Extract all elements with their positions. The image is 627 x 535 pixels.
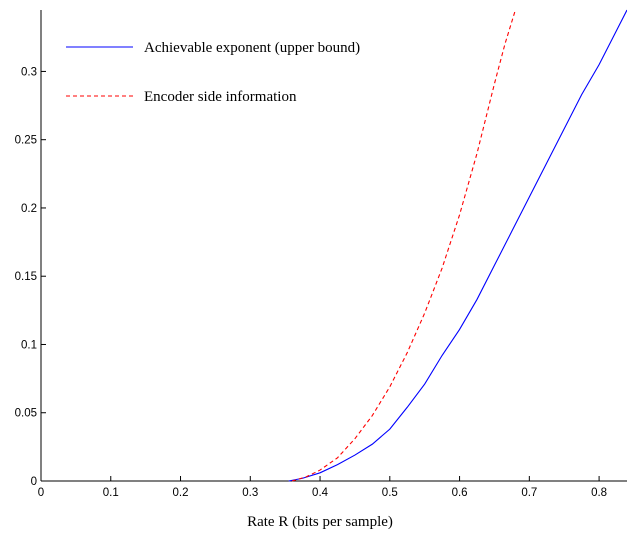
- legend: Achievable exponent (upper bound) Encoder…: [66, 40, 360, 105]
- legend-label: Encoder side information: [144, 89, 297, 105]
- x-tick-label: 0.7: [521, 487, 537, 499]
- x-tick-label: 0.3: [242, 487, 258, 499]
- x-tick-label: 0.2: [173, 487, 189, 499]
- y-tick-label: 0.3: [21, 66, 37, 78]
- x-tick-label: 0: [38, 487, 44, 499]
- axes: 0 0.1 0.2 0.3 0.4 0.5 0.6 0.7 0.8 0 0.05 0.1 0.15 0.2…: [15, 10, 627, 499]
- x-tick-label: 0.5: [382, 487, 398, 499]
- y-tick-label: 0.2: [21, 203, 37, 215]
- y-tick-label: 0.15: [15, 271, 37, 283]
- series-lines: [288, 9, 627, 482]
- y-tick-label: 0: [31, 476, 37, 488]
- x-tick-label: 0.1: [103, 487, 119, 499]
- x-axis-label: Rate R (bits per sample): [247, 514, 393, 530]
- x-tick-label: 0.4: [312, 487, 329, 499]
- x-tick-label: 0.6: [452, 487, 468, 499]
- y-tick-label: 0.25: [15, 135, 37, 147]
- series-line-achievable-exponent: [288, 9, 627, 482]
- y-tick-label: 0.05: [15, 408, 37, 420]
- series-line-encoder-side-information: [291, 9, 516, 482]
- legend-label: Achievable exponent (upper bound): [144, 40, 360, 56]
- y-tick-label: 0.1: [21, 339, 37, 351]
- x-tick-label: 0.8: [591, 487, 607, 499]
